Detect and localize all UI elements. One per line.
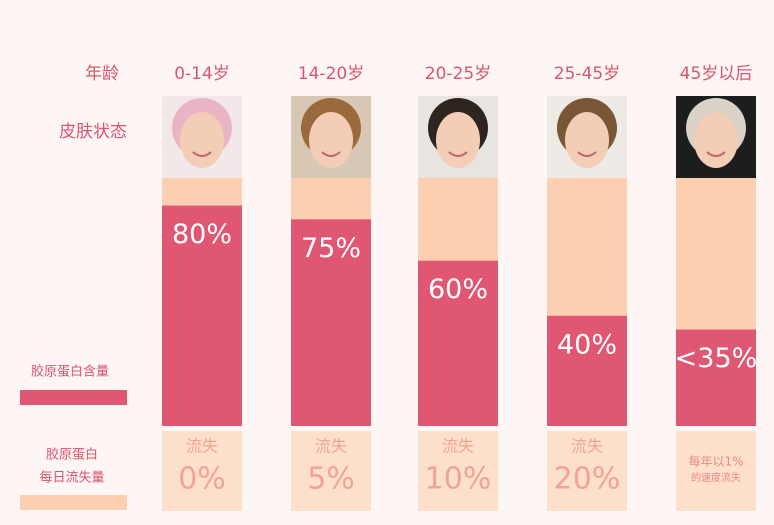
row-label: 年龄 <box>85 64 119 84</box>
loss-caption: 流失 <box>186 437 218 456</box>
loss-cell <box>547 431 627 511</box>
value-label: 60% <box>428 274 488 305</box>
portrait-face <box>180 112 224 168</box>
value-label: 40% <box>557 329 617 360</box>
category-label: 20-25岁 <box>425 64 491 84</box>
portrait-face <box>694 112 738 168</box>
category-label: 14-20岁 <box>298 64 364 84</box>
legend-swatch <box>20 390 127 405</box>
value-label: 75% <box>301 233 361 264</box>
loss-cell <box>418 431 498 511</box>
portrait-smile <box>577 151 597 157</box>
row-label: 皮肤状态 <box>59 122 127 142</box>
bar <box>418 260 498 426</box>
legend-label: 每日流失量 <box>39 470 104 486</box>
legend-label: 胶原蛋白含量 <box>31 364 109 380</box>
loss-label: 20% <box>554 462 621 497</box>
category-label: 0-14岁 <box>174 64 230 84</box>
loss-label: 0% <box>178 462 226 497</box>
loss-label: 10% <box>425 462 492 497</box>
portrait-face <box>436 112 480 168</box>
loss-cell <box>162 431 242 511</box>
loss-caption: 流失 <box>442 437 474 456</box>
loss-label: 5% <box>307 462 355 497</box>
bar <box>676 329 756 426</box>
legend-label: 胶原蛋白 <box>46 447 98 463</box>
bar <box>547 315 627 426</box>
loss-caption: 流失 <box>571 437 603 456</box>
loss-cell <box>676 431 756 511</box>
portraits <box>162 96 756 178</box>
loss-note: 的速度流失 <box>691 471 741 484</box>
bar <box>291 219 371 426</box>
portrait-smile <box>706 151 726 157</box>
category-label: 45岁以后 <box>680 64 753 84</box>
loss-cell <box>291 431 371 511</box>
legend-swatch <box>20 495 127 510</box>
portrait-smile <box>192 151 212 157</box>
loss-caption: 流失 <box>315 437 347 456</box>
loss-label: 每年以1% <box>688 454 743 469</box>
portrait-face <box>309 112 353 168</box>
portrait-smile <box>448 151 468 157</box>
category-label: 25-45岁 <box>554 64 620 84</box>
portrait-face <box>565 112 609 168</box>
bar <box>162 205 242 426</box>
portrait-smile <box>321 151 341 157</box>
value-label: <35% <box>675 343 758 374</box>
value-label: 80% <box>172 219 232 250</box>
